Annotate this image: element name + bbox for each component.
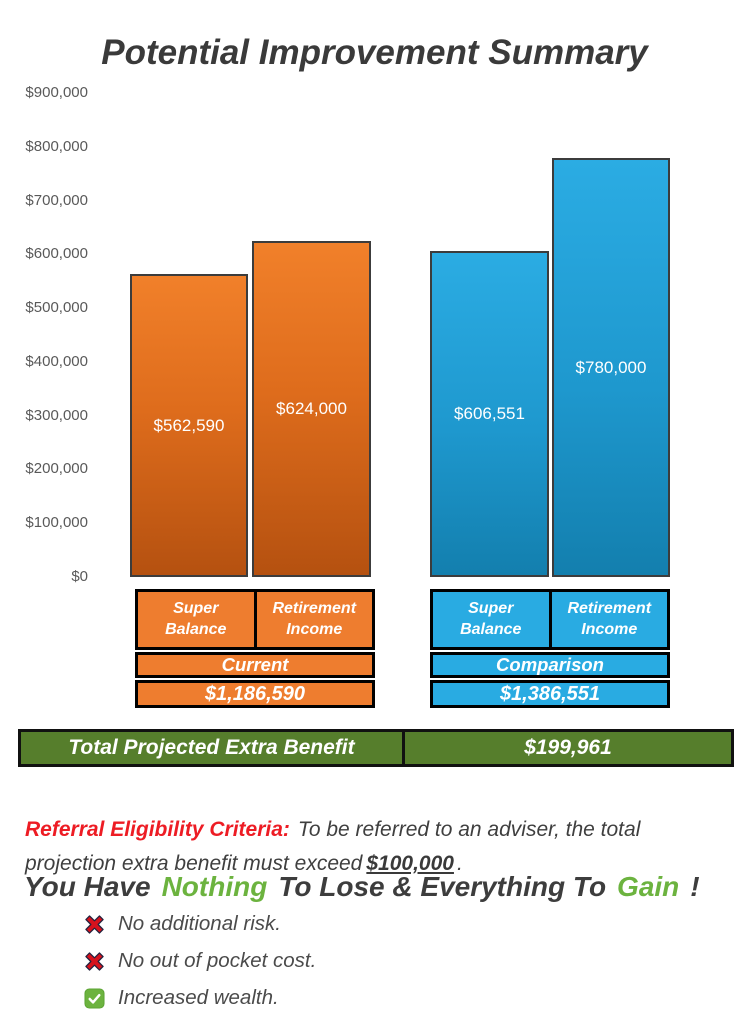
headline-green-nothing: Nothing [161,871,268,902]
y-axis-tick: $200,000 [25,460,88,478]
total-benefit-bar: Total Projected Extra Benefit $199,961 [18,729,734,767]
page-title: Potential Improvement Summary [101,33,648,73]
category-label-super-balance: Super Balance [433,592,552,647]
bullet-text: No out of pocket cost. [118,949,317,972]
group-name-comparison: Comparison [430,652,670,678]
headline-part1: You Have [24,871,151,902]
total-benefit-label: Total Projected Extra Benefit [21,732,405,764]
bullet-item: No additional risk. [84,912,316,935]
referral-lead: Referral Eligibility Criteria: [25,818,290,841]
category-label-super-balance: Super Balance [138,592,257,647]
bullet-text: No additional risk. [118,912,281,935]
bar-comparison-retirement-income: $780,000 [552,158,670,577]
headline-part3: ! [690,871,700,902]
red-x-icon [85,914,104,934]
y-axis-tick: $800,000 [25,137,88,155]
bar-comparison-super-balance: $606,551 [430,251,549,577]
headline-green-gain: Gain [617,871,680,902]
category-label-retirement-income: Retirement Income [567,599,652,638]
y-axis-tick: $300,000 [25,406,88,424]
group-total-comparison: $1,386,551 [430,680,670,708]
category-label-retirement-income: Retirement Income [272,599,357,638]
total-benefit-value: $199,961 [524,736,612,759]
category-row: Super Balance Retirement Income [430,589,670,650]
group-total-current: $1,186,590 [135,680,375,708]
y-axis-tick: $100,000 [25,514,88,532]
bullet-item: Increased wealth. [84,986,316,1009]
y-axis-tick: $500,000 [25,299,88,317]
referral-body-line1: To be referred to an adviser, the total [297,818,641,841]
referral-body-line2: projection extra benefit must exceed [25,851,363,875]
group-name-current: Current [135,652,375,678]
y-axis-tick: $0 [71,568,88,585]
bar-current-retirement-income: $624,000 [252,241,371,577]
bar-current-super-balance: $562,590 [130,274,248,577]
bullet-list: No additional risk. No out of pocket cos… [84,912,317,1023]
headline: You Have Nothing To Lose & Everything To… [24,871,700,903]
category-row: Super Balance Retirement Income [135,589,375,650]
green-check-icon [84,987,105,1009]
y-axis-tick: $600,000 [25,245,88,263]
y-axis-tick: $700,000 [25,191,88,209]
bar-value-label: $624,000 [276,399,347,418]
red-x-icon [85,951,104,971]
bullet-text: Increased wealth. [118,986,279,1009]
bullet-item: No out of pocket cost. [84,949,317,972]
y-axis-tick: $400,000 [25,352,88,370]
group-table-current: Super Balance Retirement Income Current … [135,589,375,710]
referral-note: Referral Eligibility Criteria: To be refe… [25,813,725,880]
bar-value-label: $606,551 [454,404,525,423]
referral-period: . [456,851,463,875]
bar-value-label: $780,000 [575,357,647,377]
group-table-comparison: Super Balance Retirement Income Comparis… [430,589,670,710]
referral-threshold: $100,000 [366,851,454,875]
y-axis-tick: $900,000 [25,84,88,101]
bar-value-label: $562,590 [153,415,225,435]
headline-part2: To Lose & Everything To [278,871,607,902]
